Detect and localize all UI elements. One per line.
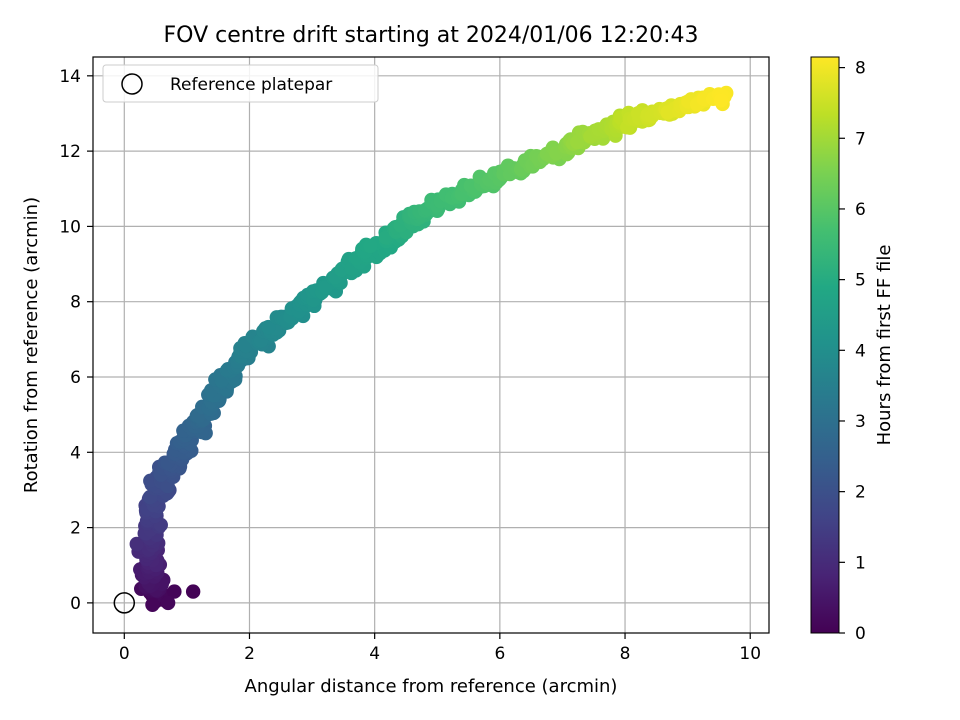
chart-title: FOV centre drift starting at 2024/01/06 … — [164, 23, 699, 48]
legend: Reference platepar — [102, 64, 379, 103]
y-tick-label: 4 — [70, 443, 81, 463]
colorbar-tick-label: 5 — [855, 271, 866, 291]
y-tick-label: 12 — [59, 142, 81, 162]
x-tick-label: 8 — [620, 644, 631, 664]
y-axis-ticks: 0 2 4 6 8 10 12 14 — [59, 67, 93, 614]
colorbar-gradient — [810, 56, 840, 634]
grid-lines — [93, 57, 769, 633]
y-tick-label: 10 — [59, 217, 81, 237]
x-tick-label: 0 — [119, 644, 130, 664]
y-tick-label: 14 — [59, 67, 81, 87]
colorbar-tick-label: 7 — [855, 129, 866, 149]
scatter-point — [261, 319, 276, 335]
colorbar: 0 1 2 3 4 5 6 7 8 Hours from first FF file — [810, 56, 895, 644]
y-tick-label: 6 — [70, 368, 81, 388]
scatter-point — [129, 536, 144, 552]
scatter-point — [145, 597, 160, 612]
colorbar-tick-label: 0 — [855, 624, 866, 644]
plot-frame — [92, 56, 770, 634]
y-axis-label: Rotation from reference (arcmin) — [21, 197, 42, 493]
legend-box — [102, 64, 379, 103]
legend-reference-marker — [121, 73, 143, 95]
colorbar-ticks: 0 1 2 3 4 5 6 7 8 — [839, 59, 866, 644]
reference-platepar-marker — [113, 592, 136, 614]
colorbar-tick-label: 3 — [855, 412, 866, 432]
y-tick-label: 0 — [70, 594, 81, 614]
x-axis-label: Angular distance from reference (arcmin) — [245, 676, 618, 697]
scatter-points — [129, 85, 734, 612]
x-tick-label: 4 — [369, 644, 380, 664]
scatter-point — [713, 93, 729, 108]
scatter-point — [167, 584, 182, 599]
x-axis-ticks: 0 2 4 6 8 10 — [119, 633, 761, 664]
scatter-point — [160, 595, 176, 611]
x-tick-label: 2 — [244, 644, 255, 664]
colorbar-label: Hours from first FF file — [874, 245, 895, 446]
colorbar-tick-label: 4 — [855, 341, 866, 361]
x-tick-label: 10 — [739, 644, 761, 664]
colorbar-tick-label: 1 — [855, 553, 866, 573]
colorbar-tick-label: 2 — [855, 483, 866, 503]
scatter-point — [660, 105, 675, 120]
y-tick-label: 8 — [70, 293, 81, 313]
colorbar-tick-label: 6 — [855, 200, 866, 220]
scatter-point — [185, 584, 201, 599]
x-tick-label: 6 — [494, 644, 505, 664]
colorbar-tick-label: 8 — [855, 59, 866, 79]
scatter-point — [363, 238, 378, 254]
y-tick-label: 2 — [70, 519, 81, 539]
legend-entry-label: Reference platepar — [170, 75, 332, 95]
